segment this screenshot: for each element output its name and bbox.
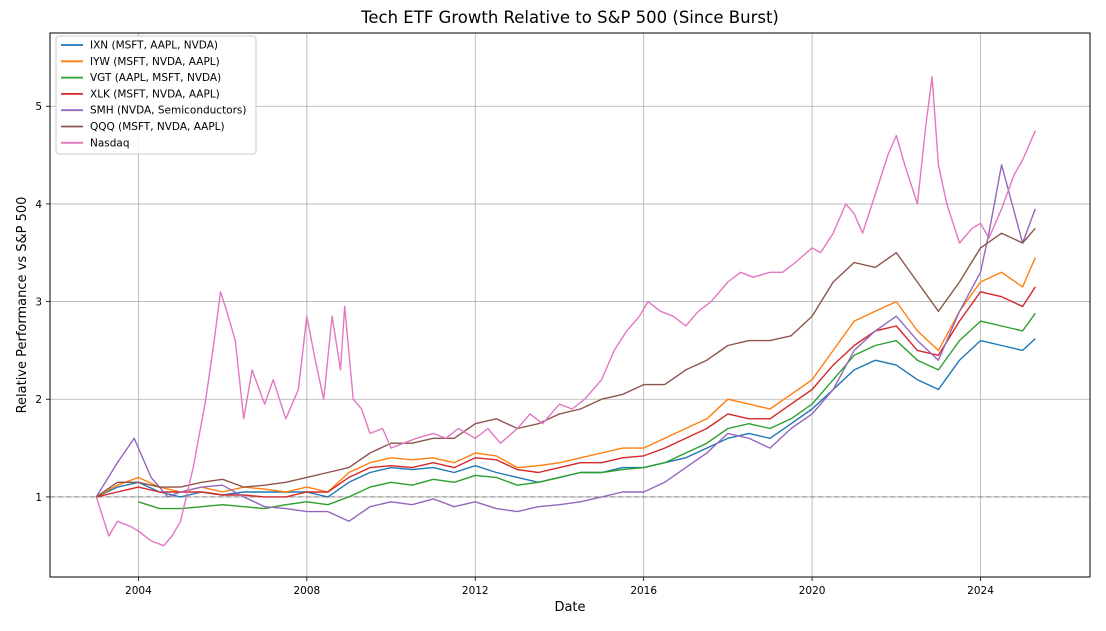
legend-label: VGT (AAPL, MSFT, NVDA) <box>90 72 221 84</box>
x-tick-label: 2012 <box>462 585 489 597</box>
series-line <box>95 76 1036 547</box>
legend-label: Nasdaq <box>90 137 130 149</box>
x-axis-label: Date <box>554 600 585 615</box>
x-tick-label: 2004 <box>125 585 152 597</box>
x-tick-label: 2020 <box>799 585 826 597</box>
plot-frame <box>49 32 1091 578</box>
legend-label: XLK (MSFT, NVDA, AAPL) <box>90 88 220 100</box>
series-line <box>95 257 1036 498</box>
series-line <box>95 227 1036 498</box>
series-layer <box>95 76 1036 547</box>
legend-items: IXN (MSFT, AAPL, NVDA) IYW (MSFT, NVDA, A… <box>61 40 247 149</box>
legend-label: IYW (MSFT, NVDA, AAPL) <box>90 56 220 68</box>
legend-label: SMH (NVDA, Semiconductors) <box>90 105 247 117</box>
y-tick-label: 1 <box>35 492 42 504</box>
y-tick-label: 5 <box>35 101 42 113</box>
x-axis-ticks: 2004 2008 2012 2016 2020 2024 <box>125 577 994 597</box>
y-axis-ticks: 1 2 3 4 5 <box>35 101 50 504</box>
series-line <box>95 164 1036 522</box>
legend-label: IXN (MSFT, AAPL, NVDA) <box>90 40 218 52</box>
y-tick-label: 3 <box>35 297 42 309</box>
y-tick-label: 2 <box>35 394 42 406</box>
x-tick-label: 2016 <box>630 585 657 597</box>
x-tick-label: 2008 <box>293 585 320 597</box>
x-tick-label: 2024 <box>967 585 994 597</box>
y-tick-label: 4 <box>35 199 42 211</box>
legend: IXN (MSFT, AAPL, NVDA) IYW (MSFT, NVDA, A… <box>55 35 257 155</box>
series-line <box>138 312 1036 510</box>
y-axis-label: Relative Performance vs S&P 500 <box>15 197 30 414</box>
series-line <box>96 286 1036 498</box>
chart-title: Tech ETF Growth Relative to S&P 500 (Sin… <box>360 8 779 27</box>
legend-label: QQQ (MSFT, NVDA, AAPL) <box>90 121 225 133</box>
legend-box <box>55 35 257 155</box>
